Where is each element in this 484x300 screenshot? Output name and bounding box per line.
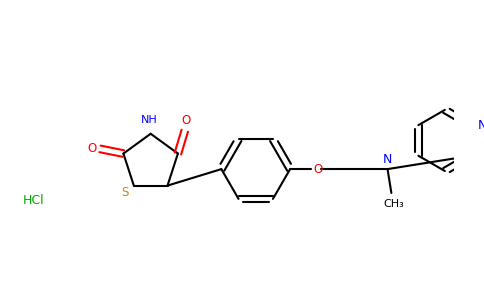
Text: N: N xyxy=(383,153,392,166)
Text: S: S xyxy=(121,186,129,199)
Text: O: O xyxy=(313,163,322,176)
Text: NH: NH xyxy=(140,115,157,125)
Text: N: N xyxy=(478,119,484,132)
Text: O: O xyxy=(181,114,190,127)
Text: CH₃: CH₃ xyxy=(383,199,404,209)
Text: O: O xyxy=(87,142,96,155)
Text: HCl: HCl xyxy=(23,194,45,207)
